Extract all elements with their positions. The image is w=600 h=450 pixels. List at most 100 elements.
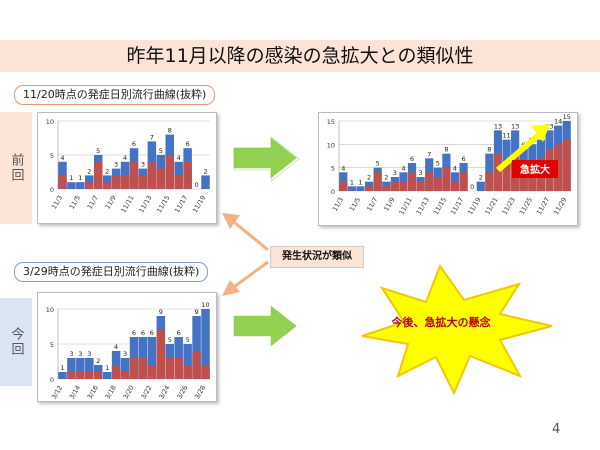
data-label: 8 <box>487 146 491 154</box>
chart2-overlay: 急拡大 <box>496 124 558 178</box>
bar-segment <box>67 372 76 379</box>
data-label: 11 <box>502 132 510 140</box>
expansion-callout-box <box>512 160 558 178</box>
data-label: 7 <box>427 150 431 158</box>
data-label: 13 <box>545 122 553 130</box>
bar-segment <box>425 172 434 191</box>
bar-segment <box>93 372 103 379</box>
bar-segment <box>201 365 210 379</box>
bar-total <box>356 186 365 191</box>
bar-segment <box>120 372 130 379</box>
data-label: 13 <box>494 122 502 130</box>
bar-segment <box>183 365 192 379</box>
data-label: 0 <box>470 183 474 191</box>
bar-total <box>183 344 192 379</box>
bar-segment <box>390 181 399 191</box>
bar-segment <box>192 351 201 379</box>
bar-segment <box>156 168 166 189</box>
bar-total <box>76 182 85 189</box>
data-label: 3 <box>393 169 397 177</box>
bar-segment <box>339 181 348 191</box>
bar-total <box>339 172 348 191</box>
data-label: 5 <box>168 336 172 344</box>
data-label: 2 <box>367 174 371 182</box>
bar-segment <box>554 144 563 191</box>
data-label: 9 <box>195 308 199 316</box>
bar-segment <box>442 167 451 191</box>
data-label: 1 <box>69 174 73 182</box>
data-label: 2 <box>479 174 483 182</box>
bar-segment <box>183 161 192 189</box>
data-label: 3 <box>69 350 73 358</box>
bar-segment <box>502 163 511 191</box>
y-tick-label: 15 <box>327 118 335 126</box>
bar-segment <box>165 358 175 379</box>
data-label: 4 <box>453 164 457 172</box>
data-label: 6 <box>186 140 190 148</box>
data-label: 4 <box>177 154 181 162</box>
prev-period-label: 11/20時点の発症日別流行曲線(抜粋) <box>14 85 216 105</box>
data-label: 1 <box>60 364 64 372</box>
bar-segment <box>364 186 374 191</box>
bar-segment <box>85 372 94 379</box>
data-label: 3 <box>123 350 127 358</box>
data-label: 6 <box>132 329 136 337</box>
bar-total <box>58 161 67 189</box>
bar-total <box>364 181 374 191</box>
data-label: 5 <box>96 147 100 155</box>
bar-segment <box>174 175 183 189</box>
chart-prev-excerpt: 0 5 10 4 11/3 1 1 11/5 2 5 11/7 2 3 11/9 4 6 11/11 3 7 11/1… <box>37 112 217 224</box>
bar-segment <box>147 365 157 379</box>
data-label: 2 <box>96 357 100 365</box>
bar-total <box>67 358 76 379</box>
bar-segment <box>93 161 103 189</box>
bar-segment <box>450 181 460 191</box>
page-number: 4 <box>552 422 561 437</box>
data-label: 5 <box>376 160 380 168</box>
data-label: 2 <box>105 167 109 175</box>
data-label: 6 <box>462 155 466 163</box>
bar-segment <box>138 175 148 189</box>
bar-total <box>67 182 76 189</box>
side-label-current: 今回 <box>0 298 32 386</box>
data-label: 6 <box>410 155 414 163</box>
bar-total <box>201 175 210 189</box>
bar-segment <box>147 161 157 189</box>
data-label: 7 <box>150 133 154 141</box>
bar-segment <box>416 181 425 191</box>
title-band <box>0 40 600 72</box>
data-label: 1 <box>105 364 109 372</box>
data-label: 2 <box>87 167 91 175</box>
expansion-callout-text: 急拡大 <box>520 163 550 176</box>
bar-total <box>85 358 94 379</box>
y-tick-label: 5 <box>50 341 54 349</box>
side-label-current-text: 今回 <box>8 327 24 357</box>
data-label: 4 <box>114 343 118 351</box>
data-label: 1 <box>358 178 362 186</box>
bar-segment <box>519 167 528 191</box>
bar-segment <box>485 172 494 191</box>
bar-segment <box>129 161 139 189</box>
bar-total <box>58 372 67 379</box>
bar-total <box>450 172 460 191</box>
bar-segment <box>493 153 503 191</box>
data-label: 2 <box>203 167 207 175</box>
y-tick-label: 0 <box>331 188 335 196</box>
data-label: 8 <box>168 127 172 135</box>
bar-segment <box>102 182 112 189</box>
data-label: 8 <box>444 146 448 154</box>
data-label: 3 <box>87 350 91 358</box>
data-label: 1 <box>350 178 354 186</box>
y-tick-label: 10 <box>46 306 54 314</box>
bar-segment <box>562 139 571 191</box>
bar-segment <box>459 172 468 191</box>
bar-total <box>476 181 485 191</box>
bar-segment <box>76 372 85 379</box>
side-label-prev: 前回 <box>0 112 32 224</box>
bar-total <box>147 337 157 379</box>
bar-total <box>102 372 112 379</box>
bar-segment <box>407 172 417 191</box>
